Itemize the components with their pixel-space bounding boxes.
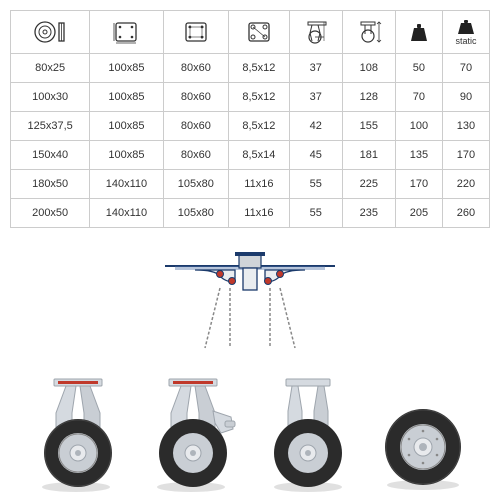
table-row: 125x37,5100x8580x608,5x1242155100130 <box>11 112 490 141</box>
col-header-hole-spacing <box>229 11 290 54</box>
table-row: 80x25100x8580x608,5x12371085070 <box>11 54 490 83</box>
col-header-plate-outer <box>90 11 163 54</box>
wheel-size-icon <box>34 19 66 45</box>
col-header-load <box>395 11 442 54</box>
plate-inner-icon <box>182 19 210 45</box>
table-row: 180x50140x110105x8011x1655225170220 <box>11 170 490 199</box>
static-load-icon <box>454 18 478 36</box>
fixed-caster <box>258 373 358 493</box>
plate-outer-icon <box>112 19 140 45</box>
swivel-bearing-diagram <box>165 248 335 353</box>
table-body: 80x25100x8580x608,5x12371085070 100x3010… <box>11 54 490 228</box>
product-row <box>10 373 490 493</box>
col-header-plate-inner <box>163 11 228 54</box>
col-header-static-load: static <box>442 11 489 54</box>
swivel-caster <box>28 373 128 493</box>
table-row: 100x30100x8580x608,5x12371287090 <box>11 83 490 112</box>
static-label: static <box>446 36 486 46</box>
table-row: 200x50140x110105x8011x1655235205260 <box>11 199 490 228</box>
table-row: 150x40100x8580x608,5x1445181135170 <box>11 141 490 170</box>
table-header-row: static <box>11 11 490 54</box>
spec-table: static 80x25100x8580x608,5x12371085070 1… <box>10 10 490 228</box>
load-icon <box>407 21 431 43</box>
height-icon <box>355 19 383 45</box>
col-header-wheel-size <box>11 11 90 54</box>
offset-icon <box>302 19 330 45</box>
wheel-only <box>373 373 473 493</box>
col-header-offset <box>289 11 342 54</box>
swivel-caster-brake <box>143 373 243 493</box>
hole-spacing-icon <box>245 19 273 45</box>
col-header-height <box>342 11 395 54</box>
